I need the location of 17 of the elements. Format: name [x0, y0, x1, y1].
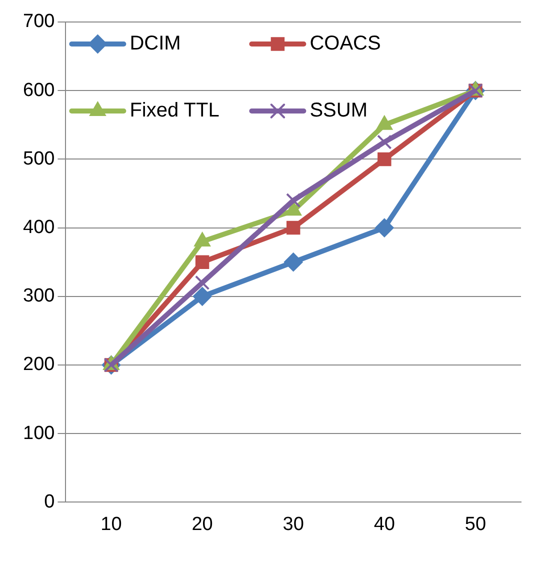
y-tick-label: 500 — [23, 148, 55, 170]
y-tick-label: 300 — [23, 286, 55, 307]
legend-label: SSUM — [310, 100, 368, 122]
x-tick-label: 50 — [464, 514, 486, 535]
y-tick-label: 0 — [44, 491, 55, 512]
x-tick-label: 30 — [282, 514, 304, 535]
y-tick-label: 700 — [23, 11, 55, 32]
y-tick-label: 400 — [23, 217, 55, 238]
x-tick-label: 40 — [374, 514, 395, 535]
y-tick-label: 100 — [23, 422, 55, 444]
y-tick-label: 600 — [23, 80, 55, 101]
y-tick-label: 200 — [23, 354, 55, 376]
legend-label: Fixed TTL — [130, 100, 220, 122]
x-tick-label: 20 — [192, 514, 213, 535]
legend-label: DCIM — [130, 32, 181, 55]
x-tick-label: 10 — [100, 514, 122, 535]
legend-label: COACS — [310, 32, 381, 55]
